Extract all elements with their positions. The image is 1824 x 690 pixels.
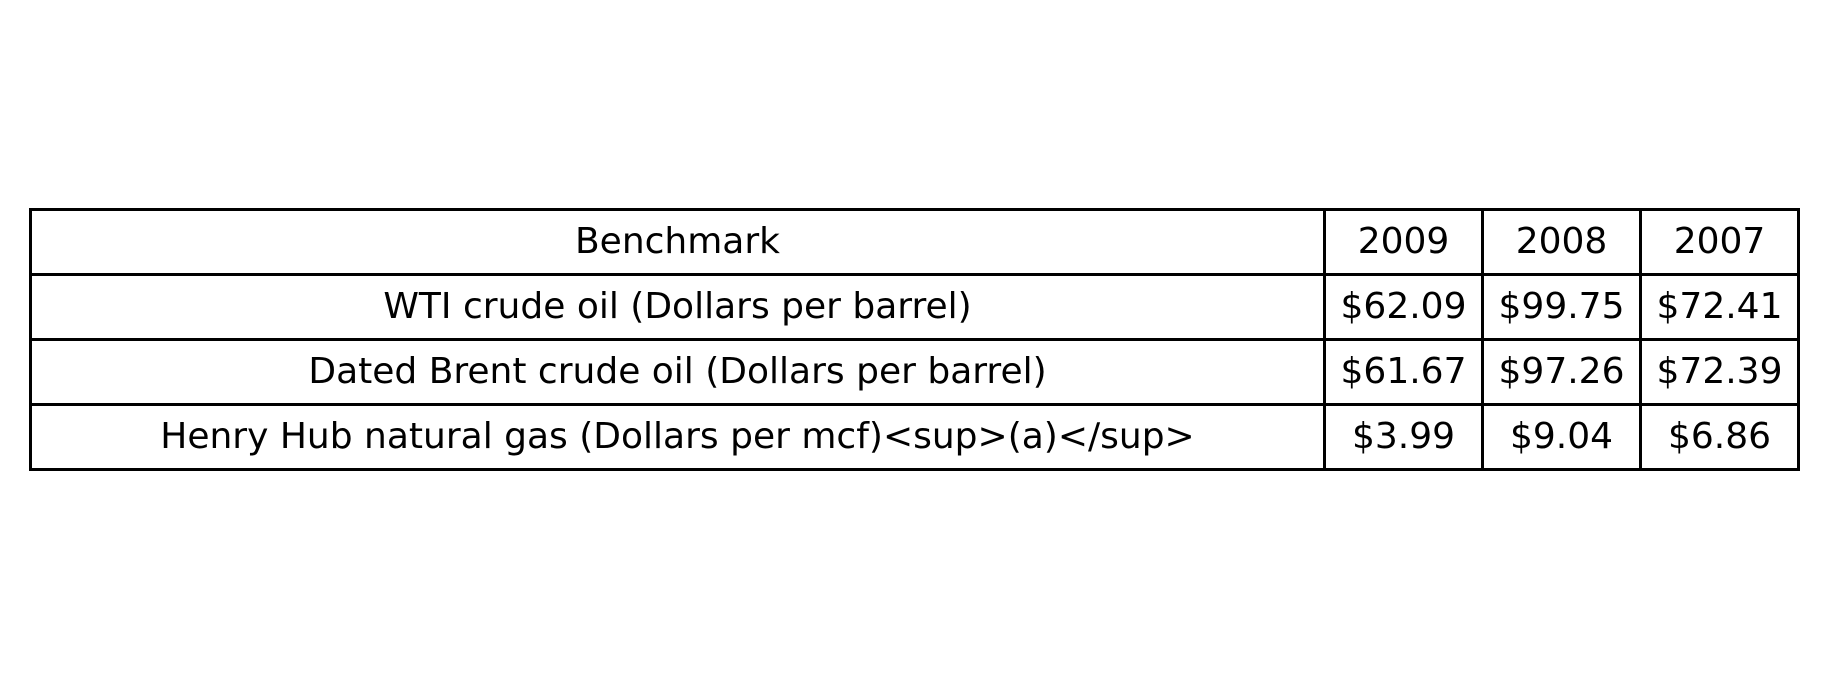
table-row: WTI crude oil (Dollars per barrel) $62.0… (29, 273, 1800, 341)
cell-2007: $6.86 (1639, 403, 1800, 471)
row-label: Henry Hub natural gas (Dollars per mcf)<… (29, 403, 1326, 471)
row-label: Dated Brent crude oil (Dollars per barre… (29, 338, 1326, 406)
header-2009: 2009 (1323, 208, 1484, 276)
cell-2007: $72.41 (1639, 273, 1800, 341)
header-benchmark: Benchmark (29, 208, 1326, 276)
cell-2009: $61.67 (1323, 338, 1484, 406)
header-2007: 2007 (1639, 208, 1800, 276)
cell-2007: $72.39 (1639, 338, 1800, 406)
cell-2009: $62.09 (1323, 273, 1484, 341)
cell-2009: $3.99 (1323, 403, 1484, 471)
cell-2008: $99.75 (1481, 273, 1642, 341)
cell-2008: $97.26 (1481, 338, 1642, 406)
table-row: Dated Brent crude oil (Dollars per barre… (29, 338, 1800, 406)
benchmark-price-table: Benchmark 2009 2008 2007 WTI crude oil (… (29, 208, 1800, 471)
cell-2008: $9.04 (1481, 403, 1642, 471)
table-row: Henry Hub natural gas (Dollars per mcf)<… (29, 403, 1800, 471)
header-row: Benchmark 2009 2008 2007 (29, 208, 1800, 276)
row-label: WTI crude oil (Dollars per barrel) (29, 273, 1326, 341)
header-2008: 2008 (1481, 208, 1642, 276)
